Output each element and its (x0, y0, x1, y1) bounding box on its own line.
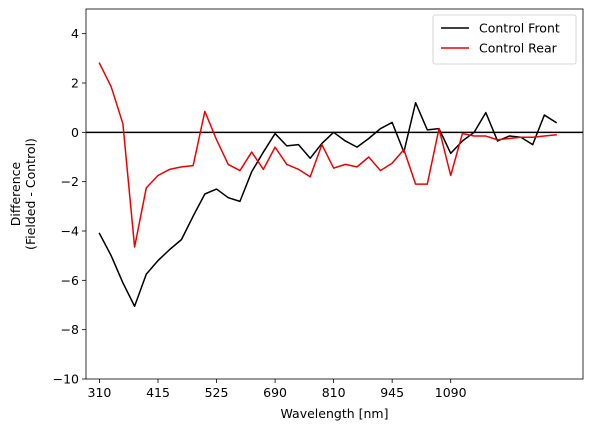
x-tick-label: 1090 (435, 385, 467, 400)
y-tick-label: 0 (71, 125, 79, 140)
legend: Control Front Control Rear (432, 14, 577, 65)
x-tick-label: 525 (205, 385, 229, 400)
x-tick-label: 690 (263, 385, 287, 400)
plot-content (86, 62, 583, 307)
series-line-control-rear (98, 62, 557, 248)
series-line-control-front (98, 101, 558, 307)
x-tick-label: 310 (88, 385, 112, 400)
x-tick-label: 810 (322, 385, 346, 400)
x-axis-ticks: 310 415 525 690 810 945 1090 (88, 379, 467, 400)
x-axis-label: Wavelength [nm] (281, 406, 389, 421)
y-tick-label: 4 (71, 26, 79, 41)
y-tick-label: −8 (61, 322, 79, 337)
y-tick-label: −10 (53, 372, 79, 387)
y-tick-label: 2 (71, 76, 79, 91)
legend-label-control-front: Control Front (479, 21, 560, 36)
x-tick-label: 415 (146, 385, 170, 400)
legend-label-control-rear: Control Rear (479, 41, 558, 56)
plot-frame (85, 8, 584, 380)
y-axis-label-line-1: Difference (8, 161, 23, 226)
y-tick-label: −6 (61, 273, 79, 288)
y-axis-ticks: −10 −8 −6 −4 −2 0 2 4 (53, 26, 86, 387)
y-tick-label: −2 (61, 174, 79, 189)
y-axis-label-line-2: (Fielded - Control) (23, 138, 38, 250)
x-tick-label: 945 (380, 385, 404, 400)
y-tick-label: −4 (61, 224, 79, 239)
